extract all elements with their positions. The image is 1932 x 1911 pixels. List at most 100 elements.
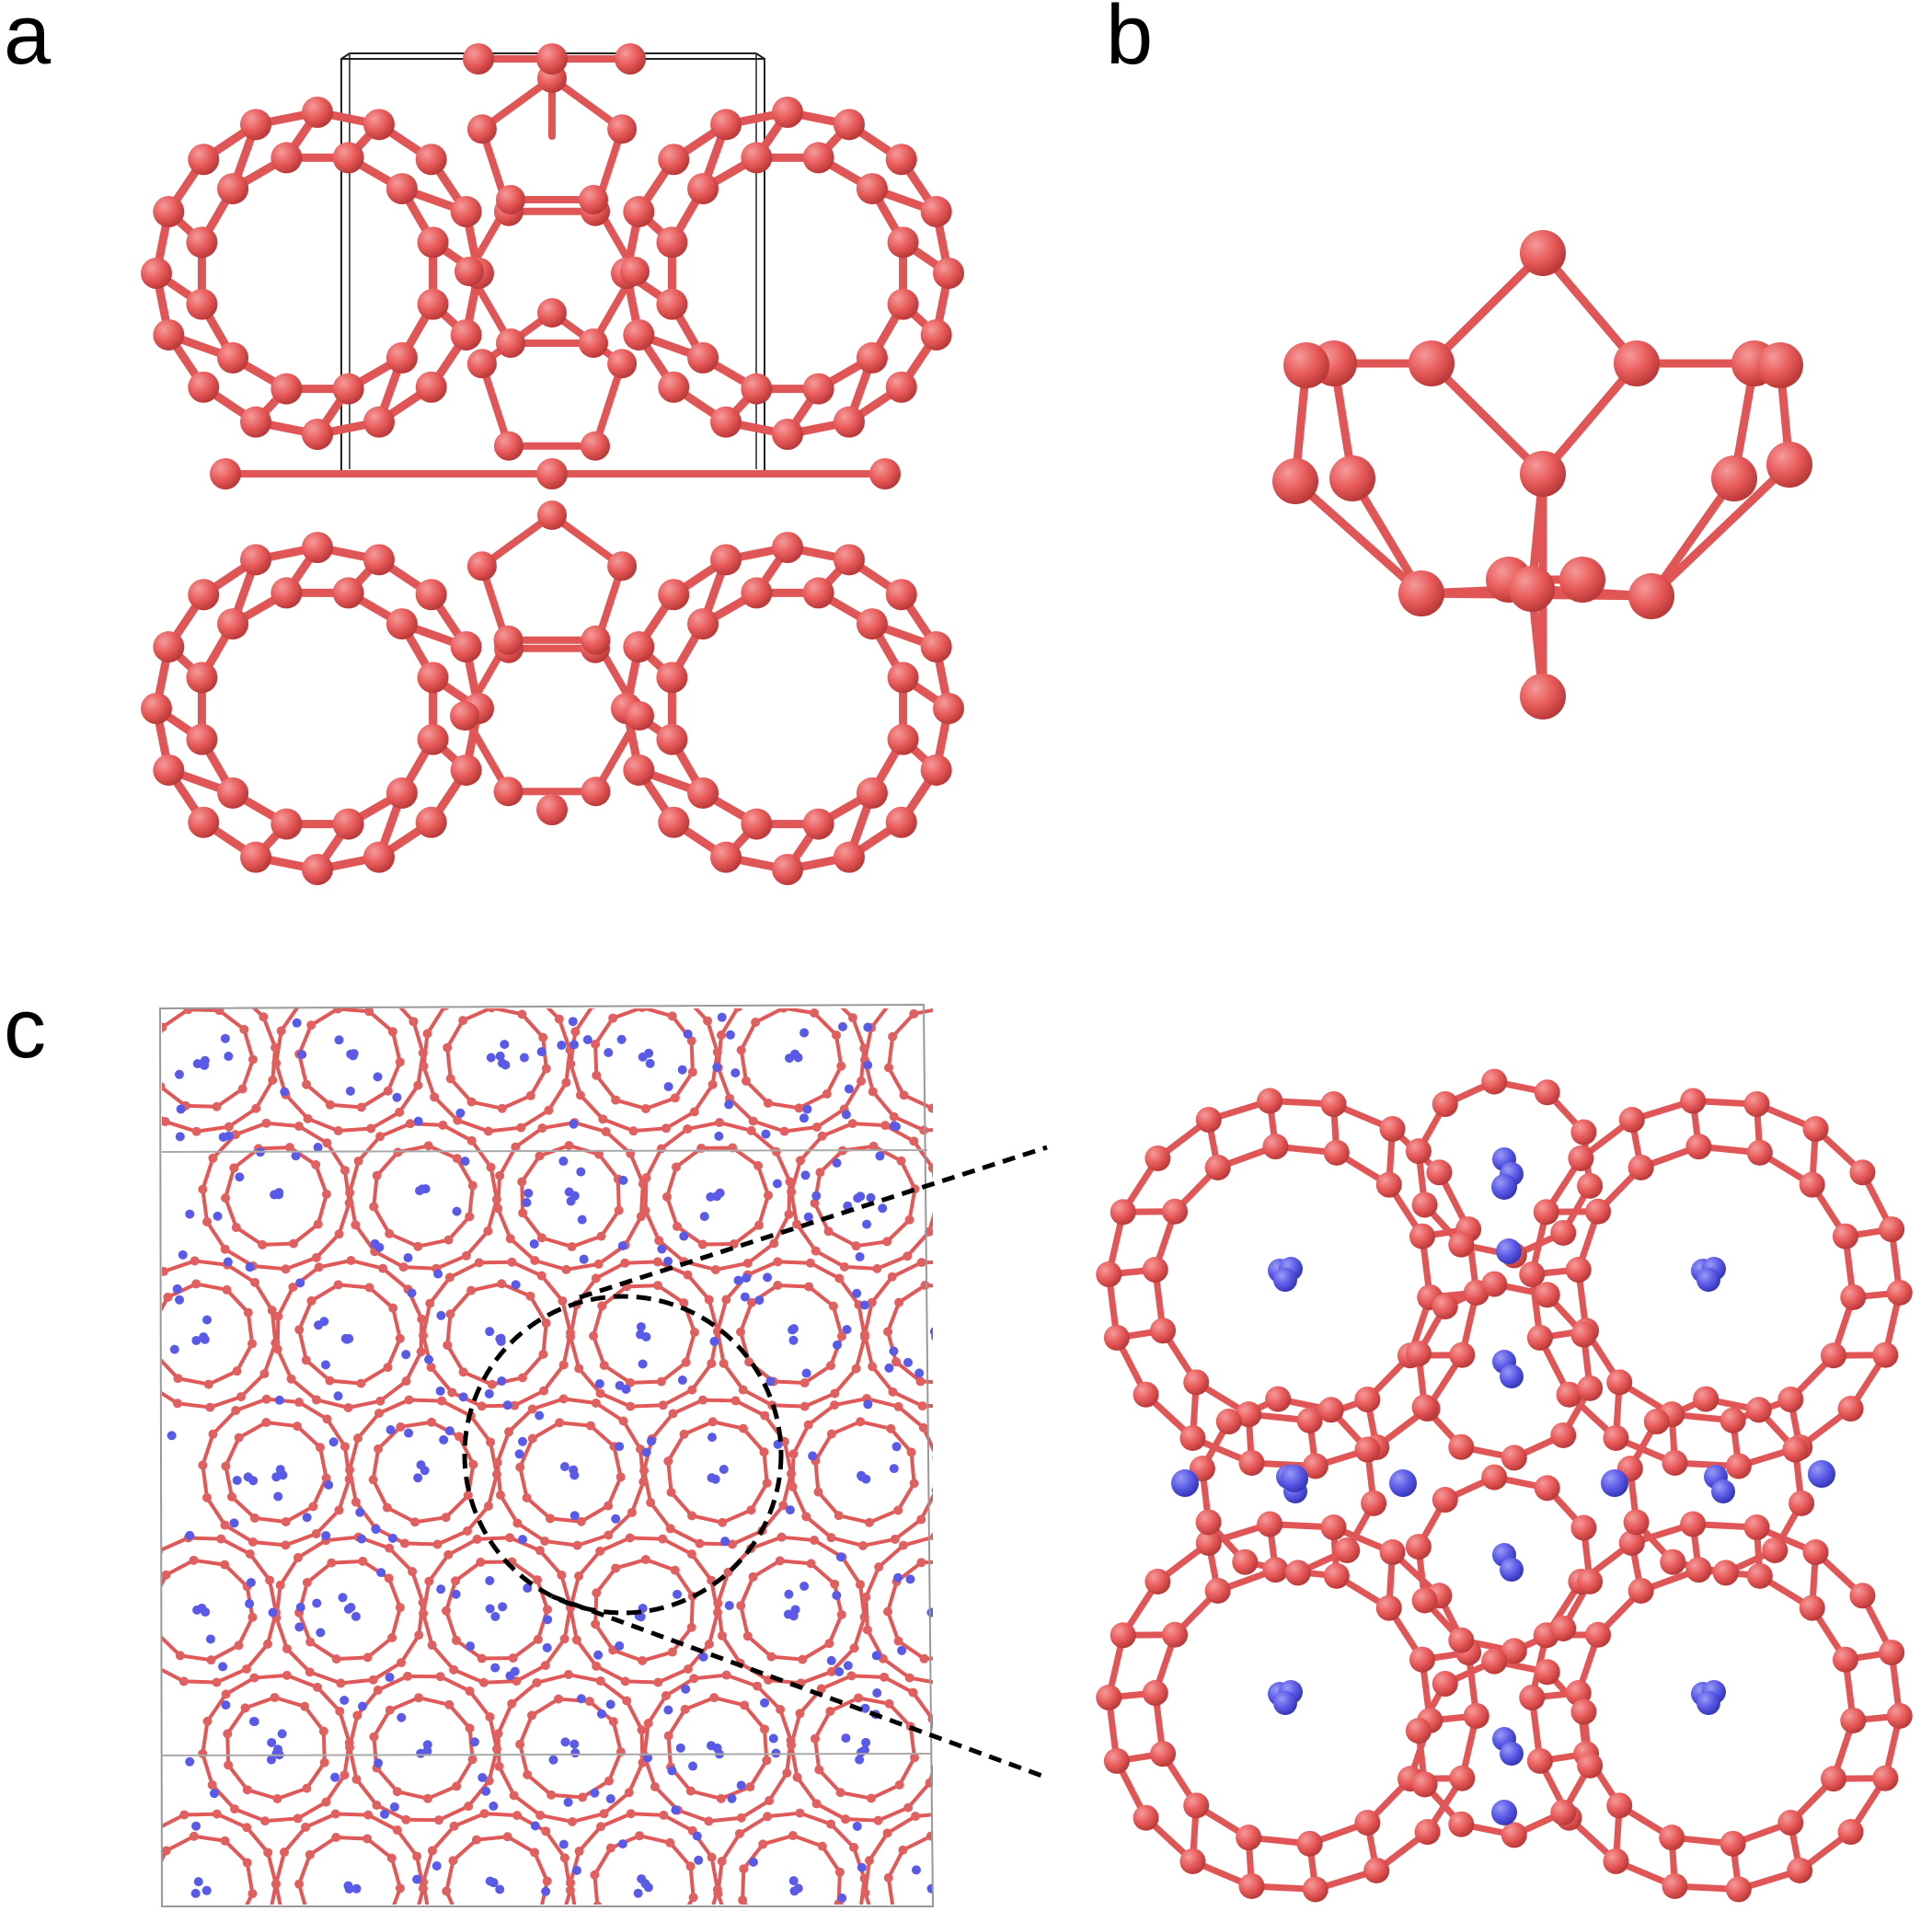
framework-atom — [893, 1505, 903, 1515]
framework-atom — [221, 1461, 231, 1471]
framework-atom — [1745, 1397, 1772, 1423]
bond — [985, 1088, 1006, 1114]
framework-atom — [343, 1402, 353, 1412]
bond — [162, 1295, 170, 1312]
framework-atom — [265, 1575, 275, 1585]
framework-atom — [1323, 1562, 1350, 1589]
bond — [355, 1687, 380, 1718]
framework-atom — [251, 1103, 261, 1113]
guest-atom — [569, 1511, 580, 1521]
bond — [514, 1663, 547, 1684]
guest-atom — [860, 1703, 870, 1713]
framework-atom — [885, 371, 917, 403]
framework-atom — [574, 1571, 584, 1581]
framework-atom — [814, 1765, 824, 1775]
bond — [665, 1194, 679, 1228]
bond — [1001, 1399, 1034, 1402]
guest-atom — [397, 1712, 407, 1722]
framework-atom — [294, 1879, 305, 1889]
guest-atom — [497, 1376, 507, 1387]
bond — [132, 1358, 150, 1386]
framework-atom — [794, 1103, 804, 1113]
bond — [232, 1807, 268, 1824]
framework-atom — [397, 1658, 407, 1668]
bond — [525, 1772, 554, 1797]
zoom-guest-molecules — [1171, 1147, 1835, 1825]
framework-atom — [441, 1008, 449, 1011]
framework-atom — [443, 1235, 454, 1245]
bond — [806, 1403, 837, 1427]
bond — [314, 1162, 328, 1196]
bond — [886, 1848, 905, 1880]
guest-atom — [852, 1821, 862, 1831]
bond — [749, 1128, 778, 1154]
guest-atom — [1389, 1469, 1417, 1497]
framework-atom — [461, 1250, 471, 1261]
bond — [1032, 1251, 1061, 1267]
framework-atom — [746, 1125, 756, 1135]
bond — [1006, 1056, 1012, 1088]
guest-atom — [803, 1212, 813, 1222]
framework-atom — [544, 1105, 554, 1115]
guest-atom — [763, 1272, 773, 1283]
bond — [912, 1008, 933, 1016]
framework-atom — [558, 1295, 568, 1306]
framework-atom — [948, 1557, 957, 1566]
framework-atom — [801, 1512, 811, 1522]
framework-atom — [270, 373, 303, 405]
guest-atom — [232, 1475, 242, 1485]
bond — [902, 1093, 933, 1111]
guest-atom — [617, 1839, 627, 1849]
framework-atom — [1585, 1621, 1612, 1648]
framework-atom — [395, 1333, 405, 1343]
framework-atom — [1354, 1387, 1381, 1413]
framework-atom — [465, 1723, 475, 1733]
guest-atom — [855, 1252, 865, 1262]
zoom-framework-bonds — [1105, 1078, 1903, 1893]
framework-atom — [510, 1400, 520, 1410]
bond — [381, 1266, 410, 1292]
framework-atom — [904, 1215, 914, 1225]
bond — [339, 1677, 375, 1686]
framework-atom — [1411, 1771, 1438, 1798]
guest-atom — [1004, 1462, 1013, 1471]
bond — [919, 1560, 933, 1565]
guest-atom — [548, 1755, 558, 1765]
bond — [1062, 1418, 1080, 1445]
bond — [518, 1742, 530, 1777]
framework-atom — [887, 662, 919, 694]
bond — [827, 1612, 844, 1646]
bond — [824, 1064, 844, 1096]
framework-atom — [592, 1070, 602, 1080]
framework-atom — [672, 1162, 682, 1172]
framework-atom — [313, 1219, 323, 1229]
bond — [721, 1361, 745, 1392]
bond — [512, 1388, 546, 1408]
framework-atom — [537, 1123, 547, 1134]
framework-atom — [826, 1361, 836, 1371]
framework-atom — [1257, 1511, 1283, 1537]
guest-atom — [570, 1748, 581, 1758]
framework-atom — [293, 1813, 303, 1824]
bond — [643, 1208, 661, 1243]
framework-atom — [891, 1904, 895, 1905]
bond — [444, 1889, 454, 1905]
framework-atom — [336, 1678, 346, 1688]
bond — [654, 985, 684, 997]
bond — [209, 1643, 241, 1663]
framework-atom — [302, 1577, 312, 1587]
framework-atom — [1627, 1577, 1654, 1604]
framework-atom — [1272, 458, 1318, 504]
bond — [890, 1261, 924, 1279]
framework-atom — [792, 1772, 802, 1782]
bond — [700, 1242, 736, 1247]
framework-atom — [830, 1388, 840, 1399]
bond — [389, 1856, 402, 1891]
framework-atom — [1606, 1792, 1633, 1819]
bond — [799, 1134, 824, 1163]
bond — [467, 1183, 475, 1219]
framework-atom — [351, 1774, 362, 1784]
bond — [614, 1558, 648, 1571]
framework-atom — [369, 1202, 379, 1212]
bond — [214, 1812, 249, 1830]
